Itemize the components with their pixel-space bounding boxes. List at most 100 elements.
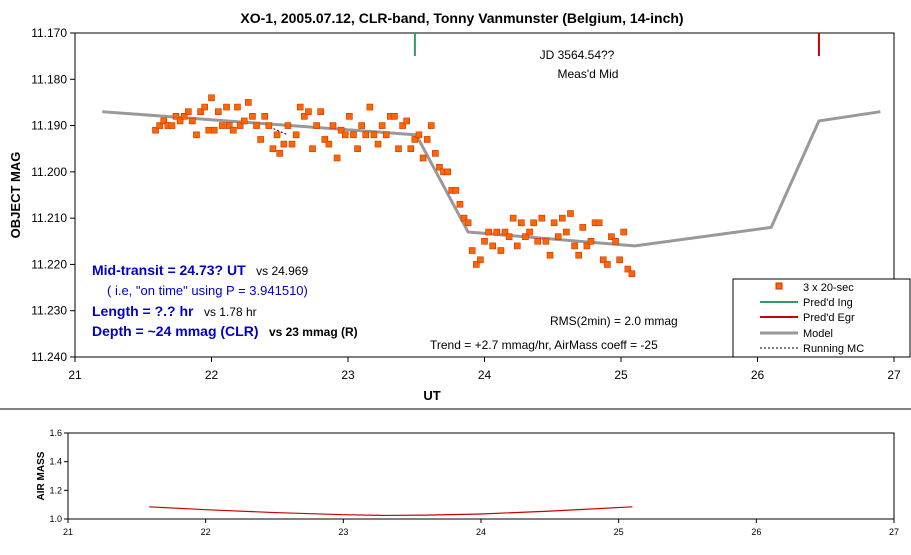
airmass-x-tick-label: 22	[201, 527, 211, 537]
data-point	[180, 113, 188, 120]
data-point	[201, 103, 208, 111]
data-point	[497, 247, 505, 254]
data-point	[612, 237, 619, 245]
data-point	[444, 168, 451, 176]
y-tick-label: 11.210	[31, 211, 67, 225]
data-point	[587, 237, 595, 245]
data-point	[616, 256, 623, 264]
data-point	[333, 154, 341, 162]
meas-mid-annotation: Meas'd Mid	[558, 67, 619, 81]
x-axis-label: UT	[423, 388, 440, 403]
airmass-x-tick-label: 25	[614, 527, 624, 537]
chart-title: XO-1, 2005.07.12, CLR-band, Tonny Vanmun…	[240, 10, 683, 26]
data-point	[168, 122, 176, 129]
data-point	[276, 150, 284, 157]
airmass-y-axis-label: AIR MASS	[36, 451, 47, 500]
data-point	[296, 103, 304, 111]
data-point	[563, 228, 570, 236]
data-point	[522, 233, 529, 240]
jd-annotation: JD 3564.54??	[540, 48, 615, 62]
mid-transit-label: Mid-transit = 24.73? UT	[92, 262, 246, 278]
airmass-y-tick-label: 1.0	[49, 514, 62, 524]
data-point	[538, 214, 546, 222]
data-point	[518, 219, 525, 227]
x-tick-label: 25	[614, 368, 628, 382]
data-point	[301, 113, 308, 120]
data-point	[554, 233, 562, 240]
data-point	[374, 140, 382, 148]
depth-annotation: Depth = ~24 mmag (CLR) vs 23 mmag (R)	[92, 323, 358, 340]
data-point	[280, 140, 288, 148]
airmass-x-tick-label: 27	[889, 527, 899, 537]
data-point	[599, 256, 607, 264]
data-point	[550, 219, 558, 227]
data-point	[208, 94, 215, 102]
data-point	[382, 131, 390, 139]
airmass-x-tick-label: 23	[338, 527, 348, 537]
data-point	[411, 136, 419, 143]
data-point	[236, 122, 244, 129]
data-points-series	[152, 94, 636, 277]
data-point	[366, 103, 374, 111]
data-point	[501, 228, 509, 236]
data-point	[415, 131, 423, 139]
x-axis: 21 22 23 24 25 26 27	[68, 357, 901, 382]
data-point	[230, 126, 237, 134]
length-annotation: Length = ?.? hr vs 1.78 hr	[92, 303, 257, 320]
airmass-y-tick-label: 1.6	[49, 428, 62, 438]
data-point	[292, 131, 300, 139]
data-point	[456, 200, 464, 208]
legend-label-egress: Pred'd Egr	[803, 312, 855, 324]
airmass-x-tick-label: 21	[63, 527, 73, 537]
data-point	[628, 270, 636, 277]
data-point	[419, 154, 427, 162]
data-point	[184, 108, 192, 115]
y-axis: 11.170 11.180 11.190 11.200 11.210 11.220 11.2…	[31, 26, 75, 364]
data-point	[288, 140, 296, 148]
data-point	[197, 108, 204, 115]
data-point	[579, 224, 587, 231]
x-tick-label: 27	[887, 368, 901, 382]
data-point	[436, 163, 443, 171]
length-vs: vs 1.78 hr	[204, 305, 257, 319]
data-point	[362, 131, 370, 139]
rms-annotation: RMS(2min) = 2.0 mmag	[550, 314, 678, 328]
data-point	[358, 122, 365, 129]
data-point	[534, 237, 542, 245]
data-point	[354, 145, 361, 153]
depth-label: Depth = ~24 mmag (CLR)	[92, 323, 258, 339]
data-point	[172, 113, 180, 120]
data-point	[205, 126, 213, 134]
data-point	[460, 214, 468, 222]
data-point	[253, 122, 260, 129]
data-point	[261, 113, 269, 120]
legend-label-ingress: Pred'd Ing	[803, 297, 853, 309]
data-point	[485, 228, 492, 236]
data-point	[337, 126, 345, 134]
data-point	[575, 251, 582, 259]
data-point	[468, 247, 476, 254]
data-point	[160, 117, 168, 125]
data-point	[215, 108, 222, 115]
airmass-y-tick-label: 1.4	[49, 457, 62, 467]
airmass-y-axis: 1.0 1.2 1.4 1.6	[49, 428, 68, 524]
data-point	[309, 145, 316, 153]
data-point	[542, 237, 550, 245]
x-tick-label: 26	[751, 368, 765, 382]
data-point	[223, 103, 230, 111]
data-point	[403, 117, 410, 125]
x-tick-label: 23	[341, 368, 355, 382]
airmass-series	[149, 506, 633, 517]
x-tick-label: 21	[68, 368, 82, 382]
depth-vs: vs 23 mmag (R)	[269, 325, 358, 339]
mid-transit-vs: vs 24.969	[256, 264, 308, 278]
airmass-line	[149, 506, 633, 517]
data-point	[407, 145, 415, 153]
y-tick-label: 11.200	[31, 165, 67, 179]
data-point	[452, 187, 460, 194]
data-point	[427, 122, 435, 129]
trend-annotation: Trend = +2.7 mmag/hr, AirMass coeff = -2…	[430, 338, 658, 352]
mid-transit-annotation: Mid-transit = 24.73? UT vs 24.969	[92, 262, 308, 279]
data-point	[265, 122, 273, 129]
data-point	[305, 108, 312, 115]
